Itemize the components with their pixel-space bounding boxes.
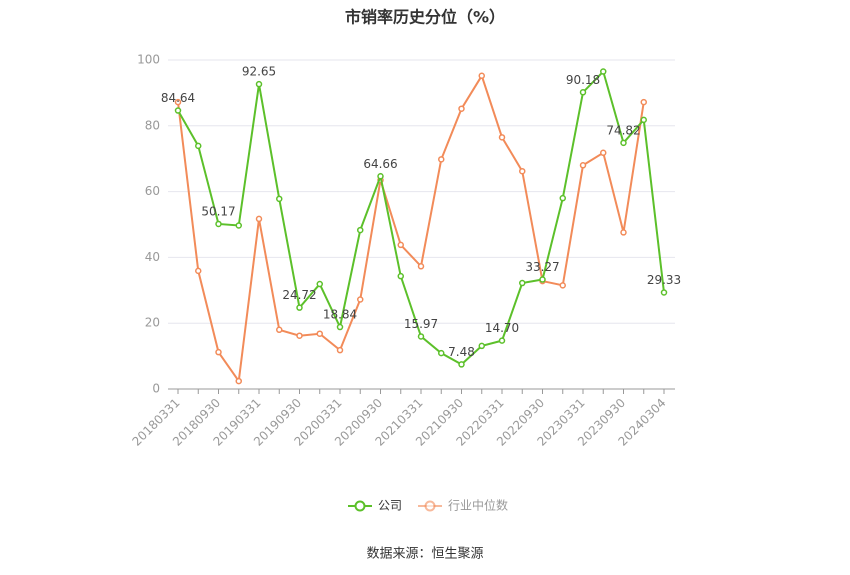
data-point bbox=[458, 361, 465, 368]
legend-label: 公司 bbox=[378, 499, 402, 513]
data-point bbox=[620, 229, 627, 236]
data-point bbox=[397, 241, 404, 249]
y-tick-label: 80 bbox=[145, 118, 160, 132]
data-label: 7.48 bbox=[448, 345, 475, 359]
data-point bbox=[377, 173, 384, 180]
data-point bbox=[296, 332, 303, 339]
data-point bbox=[316, 330, 323, 337]
data-point bbox=[478, 72, 485, 80]
data-point bbox=[235, 377, 242, 385]
data-label: 18.84 bbox=[323, 308, 357, 322]
data-point bbox=[498, 337, 506, 344]
data-point bbox=[255, 80, 263, 88]
legend-marker bbox=[354, 500, 366, 512]
data-point bbox=[276, 326, 283, 334]
data-point bbox=[417, 263, 425, 270]
y-tick-label: 100 bbox=[137, 53, 160, 67]
data-point bbox=[174, 98, 182, 106]
data-label: 33.27 bbox=[525, 260, 559, 274]
data-point bbox=[600, 149, 607, 157]
data-point bbox=[640, 98, 647, 106]
series-line bbox=[177, 73, 645, 384]
data-point bbox=[559, 282, 566, 289]
data-point bbox=[519, 279, 526, 287]
y-tick-label: 0 bbox=[152, 382, 160, 396]
data-label: 92.65 bbox=[242, 65, 276, 79]
data-point bbox=[559, 194, 566, 202]
source: 数据来源：恒生聚源 bbox=[366, 547, 483, 562]
data-point bbox=[357, 296, 364, 303]
data-label: 84.64 bbox=[161, 91, 195, 105]
data-point bbox=[195, 142, 202, 150]
data-point bbox=[458, 105, 465, 112]
data-point bbox=[235, 222, 242, 229]
data-point bbox=[640, 116, 647, 124]
legend-item: 行业中位数 bbox=[418, 498, 508, 513]
data-point bbox=[174, 107, 182, 114]
data-point bbox=[438, 349, 445, 357]
data-point bbox=[519, 167, 526, 175]
data-label: 90.18 bbox=[566, 73, 600, 87]
data-point bbox=[478, 342, 485, 350]
data-point bbox=[195, 267, 202, 275]
legend-marker bbox=[424, 500, 436, 512]
data-point bbox=[539, 276, 546, 283]
data-label: 74.82 bbox=[606, 123, 640, 137]
chart-title: 市销率历史分位（%） bbox=[345, 8, 505, 27]
data-label: 14.70 bbox=[485, 321, 519, 335]
data-point bbox=[498, 134, 506, 141]
data-label: 64.66 bbox=[363, 157, 397, 171]
legend-label: 行业中位数 bbox=[448, 498, 508, 513]
data-point bbox=[276, 195, 283, 203]
data-point bbox=[336, 346, 344, 354]
data-point bbox=[579, 89, 587, 96]
data-point bbox=[296, 304, 303, 311]
data-label: 50.17 bbox=[201, 204, 235, 218]
y-tick-label: 40 bbox=[145, 250, 160, 264]
data-label: 24.72 bbox=[282, 288, 316, 302]
data-point bbox=[660, 289, 668, 296]
data-point bbox=[397, 272, 404, 280]
data-point bbox=[215, 220, 222, 228]
data-point bbox=[255, 215, 263, 223]
data-point bbox=[215, 348, 222, 356]
y-tick-label: 60 bbox=[145, 184, 160, 198]
data-point bbox=[438, 156, 445, 163]
data-point bbox=[579, 162, 587, 169]
data-point bbox=[620, 139, 627, 147]
data-label: 29.33 bbox=[647, 273, 681, 287]
data-point bbox=[417, 333, 425, 340]
data-point bbox=[357, 226, 364, 234]
data-point bbox=[316, 280, 323, 288]
data-label: 15.97 bbox=[404, 317, 438, 331]
y-tick-label: 20 bbox=[145, 316, 160, 330]
legend-item: 公司 bbox=[348, 499, 402, 513]
data-point bbox=[336, 323, 344, 331]
data-point bbox=[600, 68, 607, 75]
